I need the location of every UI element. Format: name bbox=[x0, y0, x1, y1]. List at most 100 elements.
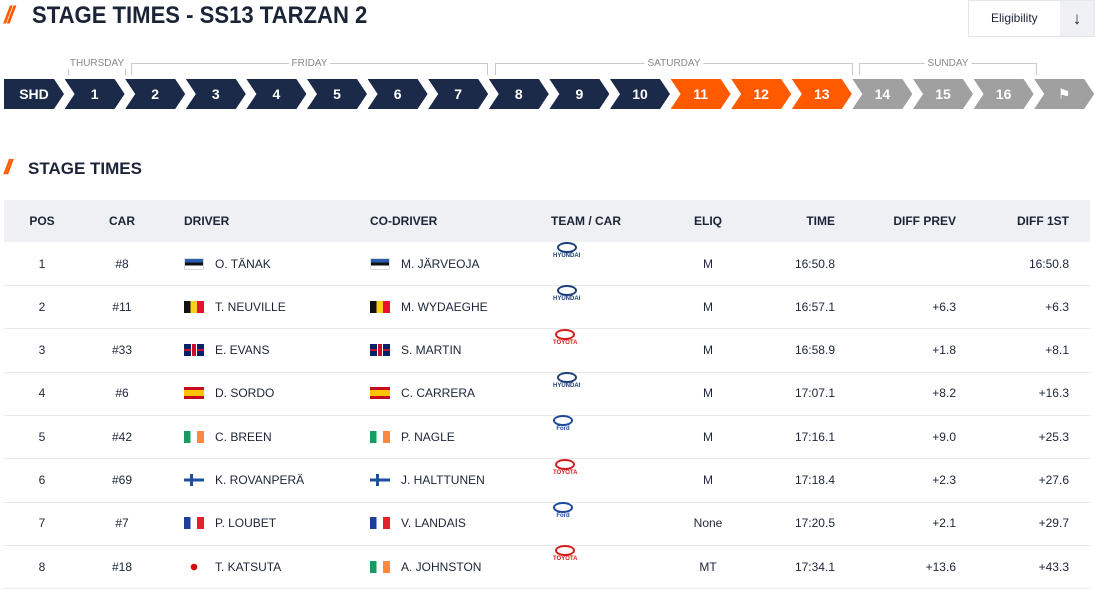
team-logo: HYUNDAI bbox=[553, 242, 580, 285]
eligibility: M bbox=[703, 343, 713, 358]
diff-first: +29.7 bbox=[1038, 516, 1069, 531]
stage-button[interactable]: 8 bbox=[489, 79, 549, 109]
co-driver: V. LANDAIS bbox=[370, 502, 466, 545]
position: 2 bbox=[38, 299, 46, 314]
team-name: HYUNDAI bbox=[553, 382, 581, 389]
stage-button[interactable]: 14 bbox=[852, 79, 912, 109]
stage-button[interactable]: 2 bbox=[125, 79, 185, 109]
stage-button[interactable]: 10 bbox=[610, 79, 670, 109]
time: 17:20.5 bbox=[794, 516, 835, 531]
stage-button[interactable]: 5 bbox=[307, 79, 367, 109]
stage-button[interactable]: 7 bbox=[428, 79, 488, 109]
stage-button[interactable]: 3 bbox=[186, 79, 246, 109]
co-driver: M. JÄRVEOJA bbox=[370, 242, 479, 285]
day-label: SATURDAY bbox=[644, 58, 704, 69]
team-name: HYUNDAI bbox=[553, 253, 581, 259]
co-driver: S. MARTIN bbox=[370, 329, 461, 372]
team-logo: TOYOTA bbox=[553, 328, 578, 372]
logo-mark bbox=[556, 242, 577, 253]
name: P. NAGLE bbox=[401, 429, 455, 444]
name: J. HALTTUNEN bbox=[401, 473, 485, 487]
diff-first: +8.1 bbox=[1045, 343, 1069, 358]
team-name: Ford bbox=[556, 512, 570, 519]
stage-button[interactable]: 11 bbox=[671, 79, 731, 109]
table-row[interactable]: 7 #7 P. LOUBET V. LANDAIS Ford None 17:20.5 +2.… bbox=[4, 501, 1090, 546]
stage-button[interactable]: 13 bbox=[792, 79, 852, 109]
column-header: DRIVER bbox=[184, 214, 230, 228]
co-driver: M. WYDAEGHE bbox=[370, 285, 488, 328]
table-row[interactable]: 8 #18 T. KATSUTA A. JOHNSTON TOYOTA MT 17:34.1… bbox=[4, 545, 1090, 589]
stage-button[interactable]: ⚑ bbox=[1034, 79, 1094, 109]
day-bracket: SUNDAY bbox=[859, 58, 1037, 75]
driver: C. BREEN bbox=[184, 415, 272, 458]
column-header: DIFF PREV bbox=[893, 214, 956, 228]
sort-arrow[interactable]: ↓ bbox=[1060, 1, 1094, 36]
table-row[interactable]: 3 #33 E. EVANS S. MARTIN TOYOTA M 16:58.9 +1.8 +… bbox=[4, 328, 1090, 373]
diff-first: +25.3 bbox=[1038, 429, 1069, 444]
co-driver: A. JOHNSTON bbox=[370, 545, 481, 588]
eligibility: M bbox=[703, 473, 713, 487]
time: 17:34.1 bbox=[794, 559, 835, 574]
position: 7 bbox=[38, 516, 46, 531]
diff-first: 16:50.8 bbox=[1028, 256, 1069, 271]
car-number: #33 bbox=[111, 343, 133, 358]
team-logo: TOYOTA bbox=[553, 458, 577, 502]
flag bbox=[370, 300, 390, 313]
name: A. JOHNSTON bbox=[401, 559, 482, 574]
flag bbox=[370, 257, 390, 270]
position: 1 bbox=[38, 256, 46, 271]
stage-button[interactable]: 6 bbox=[368, 79, 428, 109]
time: 17:16.1 bbox=[794, 429, 835, 444]
section-title: STAGE TIMES bbox=[28, 159, 142, 178]
car-number: #69 bbox=[111, 473, 133, 487]
driver: K. ROVANPERÄ bbox=[184, 459, 304, 502]
stage-button[interactable]: SHD bbox=[4, 79, 64, 109]
column-header: TEAM / CAR bbox=[551, 214, 621, 228]
table-row[interactable]: 2 #11 T. NEUVILLE M. WYDAEGHE HYUNDAI M 16:57.… bbox=[4, 285, 1090, 330]
eligibility-filter[interactable]: Eligibility ↓ bbox=[968, 0, 1095, 37]
stage-button[interactable]: 15 bbox=[913, 79, 973, 109]
team-name: TOYOTA bbox=[553, 556, 578, 563]
time: 17:18.4 bbox=[794, 473, 835, 487]
stage-button[interactable]: 9 bbox=[549, 79, 609, 109]
table-row[interactable]: 4 #6 D. SORDO C. CARRERA HYUNDAI M 17:07.1 +8.2… bbox=[4, 371, 1090, 416]
table-header: POS CAR DRIVER CO-DRIVER TEAM / CAR ELIQ TIME D… bbox=[4, 200, 1090, 242]
diff-first: +27.6 bbox=[1038, 473, 1069, 487]
flag bbox=[184, 560, 204, 573]
time: 16:57.1 bbox=[794, 299, 835, 314]
table-row[interactable]: 1 #8 O. TÄNAK M. JÄRVEOJA HYUNDAI M 16:50.8 16:… bbox=[4, 242, 1090, 286]
flag bbox=[370, 560, 390, 573]
name: C. BREEN bbox=[215, 429, 272, 444]
car-number: #7 bbox=[115, 516, 129, 531]
column-header: TIME bbox=[806, 214, 835, 228]
team-name: TOYOTA bbox=[553, 339, 578, 346]
stage-button[interactable]: 4 bbox=[246, 79, 306, 109]
driver: D. SORDO bbox=[184, 372, 274, 415]
diff-first: +43.3 bbox=[1038, 559, 1069, 574]
column-header: CO-DRIVER bbox=[370, 214, 438, 228]
logo-mark bbox=[555, 328, 576, 340]
table-row[interactable]: 5 #42 C. BREEN P. NAGLE Ford M 17:16.1 +9.0 +25.… bbox=[4, 415, 1090, 460]
column-header: CAR bbox=[109, 214, 135, 228]
team-logo: TOYOTA bbox=[553, 545, 577, 588]
diff-prev: +2.3 bbox=[932, 473, 956, 487]
name: T. NEUVILLE bbox=[215, 299, 286, 314]
logo-mark bbox=[553, 501, 573, 513]
stage-button[interactable]: 1 bbox=[65, 79, 125, 109]
logo-mark bbox=[556, 285, 577, 297]
time: 17:07.1 bbox=[794, 386, 835, 401]
name: E. EVANS bbox=[215, 343, 270, 358]
logo-mark bbox=[555, 545, 576, 557]
stage-button[interactable]: 16 bbox=[974, 79, 1034, 109]
table-row[interactable]: 6 #69 K. ROVANPERÄ J. HALTTUNEN TOYOTA M 17:18… bbox=[4, 458, 1090, 503]
stage-button[interactable]: 12 bbox=[731, 79, 791, 109]
column-header: POS bbox=[29, 214, 55, 228]
team-logo: Ford bbox=[553, 415, 573, 458]
flag bbox=[184, 257, 204, 270]
co-driver: P. NAGLE bbox=[370, 415, 455, 458]
team-logo: Ford bbox=[553, 501, 573, 545]
name: S. MARTIN bbox=[401, 343, 462, 358]
name: O. TÄNAK bbox=[215, 256, 271, 271]
diff-first: +6.3 bbox=[1045, 299, 1069, 314]
